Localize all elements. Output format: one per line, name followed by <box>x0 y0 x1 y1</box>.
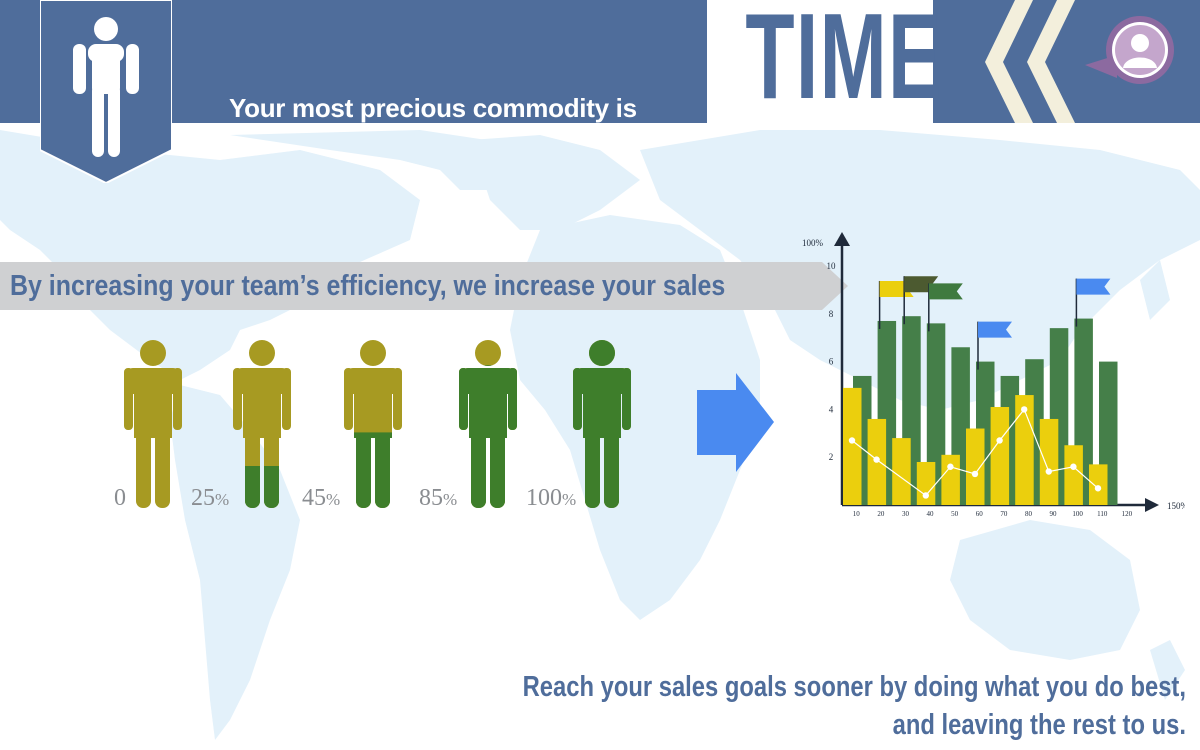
x-tick-label: 10 <box>853 510 861 518</box>
x-axis-arrow <box>1145 498 1159 512</box>
bar-yellow <box>916 461 936 505</box>
efficiency-value: 85 <box>419 485 443 511</box>
y-axis-top-label: 100% <box>802 238 824 248</box>
footer-line-1: Reach your sales goals sooner by doing w… <box>522 671 1186 703</box>
efficiency-value: 45 <box>302 485 326 511</box>
flag-icon <box>928 283 963 332</box>
person-badge <box>40 0 172 183</box>
user-avatar-icon <box>1085 16 1174 84</box>
efficiency-label: 85% <box>419 483 457 515</box>
efficiency-label: 100% <box>526 483 576 515</box>
x-tick-label: 20 <box>877 510 885 518</box>
line-point <box>848 437 856 444</box>
efficiency-label: 45% <box>302 483 340 515</box>
y-tick-label: 6 <box>829 357 834 367</box>
efficiency-unit: % <box>215 490 230 509</box>
line-point <box>1021 406 1028 413</box>
bar-yellow <box>966 428 985 505</box>
line-series <box>851 408 1099 497</box>
x-tick-label: 30 <box>902 510 910 518</box>
sales-chart: 100% 150% 2 4 6 8 10 10 20 30 40 50 60 70 80 90 100 110 12… <box>802 232 1185 518</box>
y-tick-label: 8 <box>829 309 834 319</box>
x-tick-label: 50 <box>951 510 959 518</box>
x-tick-label: 90 <box>1050 510 1058 518</box>
bar-yellow <box>1039 418 1059 505</box>
bar-yellow <box>1064 445 1083 505</box>
x-axis-end-label: 150% <box>1167 501 1185 511</box>
x-tick-label: 120 <box>1122 510 1133 518</box>
line-point <box>1045 468 1052 475</box>
chevron-left-icon <box>1027 0 1075 123</box>
efficiency-value: 100 <box>526 485 562 511</box>
bar-yellow <box>892 438 911 505</box>
y-tick-label: 2 <box>829 452 834 462</box>
line-point <box>873 456 880 463</box>
chevron-left-icon <box>985 0 1033 123</box>
x-tick-label: 80 <box>1025 510 1033 518</box>
line-point <box>922 492 929 499</box>
efficiency-unit: % <box>562 490 577 509</box>
efficiency-value: 25 <box>191 485 215 511</box>
x-tick-label: 60 <box>976 510 984 518</box>
header-subtitle: Your most precious commodity is <box>229 93 637 123</box>
footer-line-2: and leaving the rest to us. <box>892 709 1186 741</box>
header-decoration <box>985 0 1174 123</box>
line-point <box>947 463 954 470</box>
y-axis-arrow <box>834 232 850 246</box>
y-tick-label: 10 <box>827 261 837 271</box>
footer-message: Reach your sales goals sooner by doing w… <box>523 668 1186 744</box>
person-icon <box>73 17 139 157</box>
title-box: TIME <box>707 0 942 125</box>
bar-yellow <box>1089 464 1108 505</box>
bar-yellow <box>941 454 960 505</box>
flag-icon <box>1075 278 1111 327</box>
bar-yellow <box>843 387 862 505</box>
efficiency-value: 0 <box>114 485 126 511</box>
efficiency-unit: % <box>326 490 341 509</box>
bar-green <box>926 323 946 505</box>
tagline: By increasing your team’s efficiency, we… <box>10 270 726 302</box>
line-point <box>971 470 979 478</box>
tagline-ribbon <box>0 262 848 310</box>
line-point <box>996 437 1003 444</box>
efficiency-label: 25% <box>191 483 229 515</box>
bar-yellow <box>990 407 1010 505</box>
line-point <box>1070 463 1077 470</box>
x-tick-label: 110 <box>1097 510 1108 518</box>
line-point <box>1094 485 1102 492</box>
flag-icon <box>977 321 1012 370</box>
y-tick-label: 4 <box>829 404 834 414</box>
efficiency-label: 0 <box>114 483 126 513</box>
x-tick-label: 100 <box>1072 510 1083 518</box>
x-tick-label: 40 <box>927 510 935 518</box>
efficiency-unit: % <box>443 490 458 509</box>
x-tick-label: 70 <box>1000 510 1008 518</box>
